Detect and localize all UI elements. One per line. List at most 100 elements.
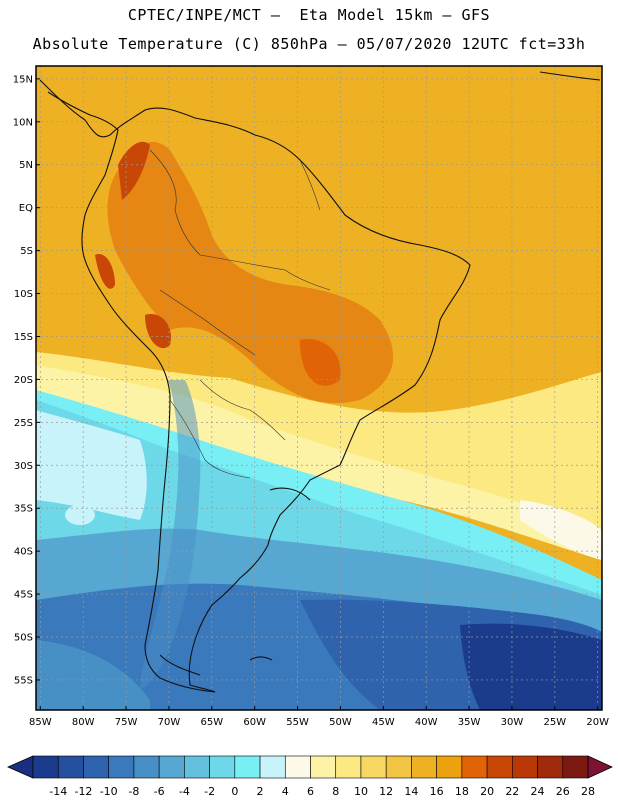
colorbar-swatch bbox=[385, 755, 412, 779]
caribbean-islands bbox=[539, 71, 601, 81]
colorbar-label: 12 bbox=[379, 785, 393, 798]
colorbar-label: -4 bbox=[179, 785, 190, 798]
lat-label: 15N bbox=[13, 74, 33, 85]
lat-label: 50S bbox=[14, 633, 33, 644]
hot-spot-bolivia bbox=[145, 314, 171, 349]
colorbar-swatch bbox=[259, 755, 286, 779]
colorbar-label: 22 bbox=[505, 785, 519, 798]
colorbar-label: 0 bbox=[231, 785, 238, 798]
lat-label: 40S bbox=[14, 547, 33, 558]
lon-label: 30W bbox=[501, 717, 524, 728]
colorbar-swatch bbox=[133, 755, 160, 779]
colorbar-swatch bbox=[486, 755, 513, 779]
colorbar-label: 8 bbox=[332, 785, 339, 798]
lon-label: 50W bbox=[329, 717, 352, 728]
lon-label: 40W bbox=[415, 717, 438, 728]
colorbar-swatch bbox=[461, 755, 488, 779]
colorbar-swatch bbox=[537, 755, 564, 779]
border-colombia bbox=[149, 149, 201, 256]
colorbar-label: 14 bbox=[404, 785, 418, 798]
plot-frame bbox=[35, 65, 603, 711]
lat-label: 45S bbox=[14, 590, 33, 601]
colorbar-label: 26 bbox=[556, 785, 570, 798]
lon-label: 55W bbox=[286, 717, 309, 728]
falklands bbox=[249, 656, 273, 661]
rio-de-la-plata bbox=[269, 487, 311, 501]
lat-label: 25S bbox=[14, 418, 33, 429]
colorbar-label: -12 bbox=[74, 785, 92, 798]
colorbar bbox=[7, 755, 613, 779]
lon-label: 35W bbox=[458, 717, 481, 728]
lat-label: 55S bbox=[14, 675, 33, 686]
light-patch bbox=[65, 505, 95, 525]
lat-label: 5N bbox=[19, 160, 33, 171]
border-paraguay bbox=[199, 379, 286, 441]
colorbar-label: -2 bbox=[204, 785, 215, 798]
lon-label: 20W bbox=[586, 717, 609, 728]
lat-label: 10N bbox=[13, 117, 33, 128]
lon-label: 75W bbox=[115, 717, 138, 728]
lon-label: 25W bbox=[544, 717, 567, 728]
lon-label: 85W bbox=[29, 717, 52, 728]
lat-label: EQ bbox=[19, 203, 33, 214]
lon-label: 60W bbox=[243, 717, 266, 728]
lon-label: 45W bbox=[372, 717, 395, 728]
border-peru-bolivia bbox=[159, 289, 256, 356]
colorbar-swatch bbox=[57, 755, 84, 779]
chart-title-line2: Absolute Temperature (C) 850hPa – 05/07/… bbox=[32, 35, 586, 53]
lat-label: 20S bbox=[14, 375, 33, 386]
colorbar-swatch bbox=[209, 755, 236, 779]
longitude-labels: 85W 80W 75W 70W 65W 60W 55W 50W 45W 40W 35W 30W 25W 2… bbox=[29, 706, 609, 728]
southwest-sea bbox=[36, 640, 150, 710]
colorbar-swatch bbox=[360, 755, 387, 779]
lat-label: 15S bbox=[14, 332, 33, 343]
east-coast bbox=[39, 79, 471, 693]
colorbar-labels: -14 -12 -10 -8 -6 -4 -2 0 2 4 6 8 10 12 14 16 18 20 22 24 26… bbox=[49, 785, 595, 798]
lat-label: 35S bbox=[14, 504, 33, 515]
country-borders bbox=[149, 149, 331, 479]
deepest-sea bbox=[460, 623, 602, 710]
colorbar-swatch bbox=[335, 755, 362, 779]
colorbar-swatch bbox=[310, 755, 337, 779]
colorbar-label: 20 bbox=[480, 785, 494, 798]
colorbar-label: -6 bbox=[154, 785, 165, 798]
colorbar-swatch bbox=[158, 755, 185, 779]
chart-title-line1: CPTEC/INPE/MCT – Eta Model 15km – GFS bbox=[127, 6, 491, 24]
lat-label: 10S bbox=[14, 289, 33, 300]
border-argentina bbox=[169, 399, 251, 479]
coastlines bbox=[39, 71, 601, 693]
latitude-labels: 15N 10N 5N EQ 5S 10S 15S 20S 25S 30S 35S 40S 45S 50S 5… bbox=[13, 74, 40, 686]
colorbar-swatch bbox=[32, 755, 59, 779]
map-field bbox=[36, 66, 602, 710]
border-brazil-north bbox=[199, 254, 331, 291]
west-coast bbox=[47, 91, 216, 693]
lon-label: 80W bbox=[72, 717, 95, 728]
colorbar-swatch bbox=[184, 755, 210, 779]
andes-cold-tongue bbox=[140, 380, 201, 690]
colorbar-swatch bbox=[436, 755, 463, 779]
hot-spot-andes bbox=[95, 254, 115, 289]
colorbar-swatch bbox=[512, 755, 538, 779]
colorbar-label: -14 bbox=[49, 785, 67, 798]
tierra-del-fuego bbox=[159, 654, 201, 676]
colorbar-label: -8 bbox=[128, 785, 139, 798]
colorbar-label: 4 bbox=[282, 785, 289, 798]
lat-label: 5S bbox=[20, 246, 33, 257]
colorbar-label: -10 bbox=[100, 785, 118, 798]
lat-label: 30S bbox=[14, 461, 33, 472]
colorbar-swatch bbox=[234, 755, 261, 779]
lon-label: 65W bbox=[200, 717, 223, 728]
colorbar-label: 10 bbox=[354, 785, 368, 798]
colorbar-label: 16 bbox=[430, 785, 444, 798]
colorbar-swatch bbox=[108, 755, 135, 779]
colorbar-over-arrow bbox=[587, 755, 613, 779]
cream-patch bbox=[520, 500, 602, 560]
colorbar-swatch bbox=[562, 755, 589, 779]
colorbar-under-arrow bbox=[7, 755, 34, 779]
hot-land-region bbox=[107, 141, 394, 404]
colorbar-swatch bbox=[284, 755, 311, 779]
hot-spot-brazil bbox=[300, 339, 341, 386]
colorbar-label: 28 bbox=[581, 785, 595, 798]
colorbar-label: 18 bbox=[455, 785, 469, 798]
